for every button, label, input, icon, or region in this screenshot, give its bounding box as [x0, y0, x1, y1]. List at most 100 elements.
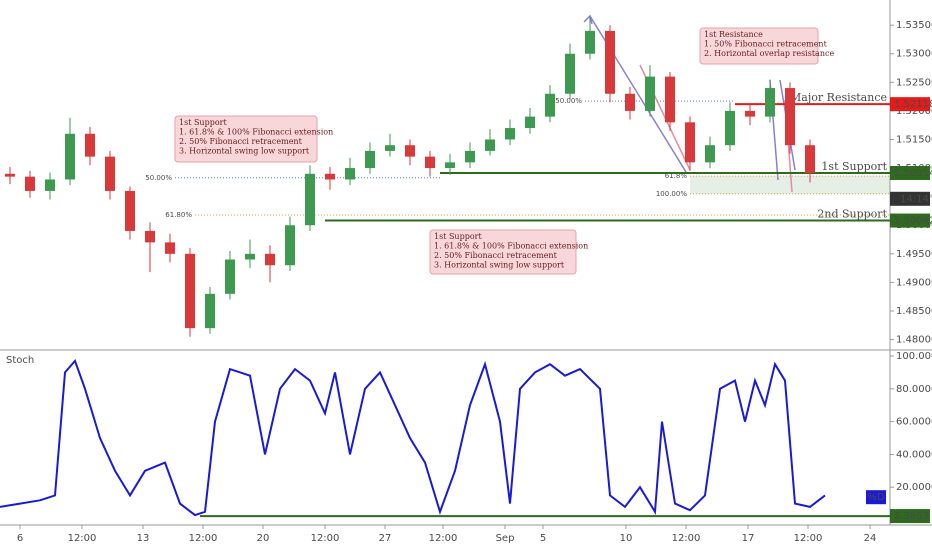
- fib-label: 50.00%: [145, 174, 172, 182]
- candle-body: [325, 173, 335, 180]
- candle-body: [265, 253, 275, 266]
- annotation-text: 3. Horizontal swing low support: [179, 147, 310, 156]
- x-tick-label: 12:00: [68, 533, 97, 544]
- annotation-text: 1. 61.8% & 100% Fibonacci extension: [179, 128, 333, 137]
- candle-body: [745, 110, 755, 117]
- x-tick-label: 10: [620, 533, 633, 544]
- candle-body: [725, 110, 735, 146]
- annotation-text: 1st Resistance: [704, 30, 763, 39]
- price-tag-label: 1.50082: [894, 216, 932, 227]
- stoch-line: [0, 358, 826, 517]
- x-tick-label: 12:00: [429, 533, 458, 544]
- price-tag: [890, 213, 930, 228]
- support-zone: [690, 176, 890, 194]
- fib-label: 61.80%: [165, 211, 192, 219]
- y-tick-label: 20.0000: [896, 482, 932, 493]
- annotation-text: 1st Support: [179, 118, 227, 127]
- y-tick-label: 1.51500: [896, 134, 932, 145]
- candle-body: [805, 145, 815, 174]
- countdown: 14:14: [900, 194, 929, 205]
- annotation-text: 1. 50% Fibonacci retracement: [704, 40, 828, 49]
- candle-body: [145, 230, 155, 243]
- annotation-box: [174, 115, 318, 163]
- candle-body: [125, 190, 135, 231]
- x-tick-label: 24: [864, 533, 877, 544]
- candle-body: [425, 156, 435, 169]
- y-tick-label: 1.48000: [896, 335, 932, 346]
- candle-body: [765, 88, 775, 117]
- candle-body: [85, 133, 95, 157]
- y-tick-label: 1.53000: [896, 49, 932, 60]
- annotation-box: [429, 229, 577, 275]
- y-tick-label: 1.48500: [896, 306, 932, 317]
- candle-body: [705, 145, 715, 163]
- annotation-text: 2. 50% Fibonacci retracement: [434, 251, 558, 260]
- candle-body: [605, 30, 615, 94]
- candle-body: [585, 30, 595, 54]
- candle-body: [245, 253, 255, 260]
- candle-body: [345, 168, 355, 180]
- candle-body: [285, 225, 295, 266]
- y-tick-label: 1.53500: [896, 20, 932, 31]
- candle-body: [185, 253, 195, 329]
- candle-body: [225, 259, 235, 294]
- legend-label: %D: [867, 492, 885, 503]
- candle-body: [525, 116, 535, 129]
- fib-label: 50.00%: [555, 97, 582, 105]
- x-tick-label: 12:00: [311, 533, 340, 544]
- candle-body: [5, 173, 15, 177]
- candle-body: [785, 88, 795, 146]
- panel-title: Stoch: [6, 355, 34, 366]
- annotation-text: 1. 61.8% & 100% Fibonacci extension: [434, 242, 588, 251]
- candle-body: [405, 145, 415, 157]
- candle-body: [685, 122, 695, 163]
- candle-body: [45, 179, 55, 191]
- level-tag-label: 2.3853: [894, 511, 929, 522]
- y-tick-label: 60.0000: [896, 417, 932, 428]
- candle-body: [365, 150, 375, 169]
- candle-body: [25, 176, 35, 191]
- candle-body: [105, 156, 115, 191]
- x-tick-label: Sep: [496, 533, 515, 544]
- x-tick-label: 13: [137, 533, 150, 544]
- x-tick-label: 20: [257, 533, 270, 544]
- countdown-tag: [890, 191, 930, 206]
- annotation-text: 1st Support: [434, 232, 482, 241]
- candle-body: [305, 173, 315, 226]
- x-tick-label: 17: [742, 533, 755, 544]
- x-tick-label: 12:00: [794, 533, 823, 544]
- x-tick-label: 6: [17, 533, 23, 544]
- fib-label: 61.8%: [665, 172, 688, 180]
- y-tick-label: 1.52500: [896, 77, 932, 88]
- annotation-text: 2. 50% Fibonacci retracement: [179, 137, 303, 146]
- y-tick-label: 100.0000: [896, 351, 932, 362]
- level-label: 1st Support: [821, 160, 887, 173]
- price-tag: [890, 97, 930, 112]
- y-tick-label: 1.52000: [896, 106, 932, 117]
- candle-body: [445, 162, 455, 169]
- candle-body: [205, 293, 215, 329]
- level-tag: [890, 509, 930, 524]
- annotation-box: [699, 27, 819, 65]
- candle-body: [165, 242, 175, 254]
- candle-body: [565, 53, 575, 94]
- candle-body: [665, 76, 675, 123]
- x-tick-label: 27: [379, 533, 392, 544]
- x-tick-label: 12:00: [672, 533, 701, 544]
- y-tick-label: 1.49500: [896, 249, 932, 260]
- candle-body: [485, 139, 495, 151]
- y-tick-label: 80.0000: [896, 384, 932, 395]
- price-tag-label: 1.52118: [894, 99, 932, 110]
- candle-body: [545, 93, 555, 117]
- candle-body: [465, 150, 475, 163]
- y-tick-label: 1.49000: [896, 277, 932, 288]
- price-tag: [890, 165, 930, 180]
- level-label: 2nd Support: [817, 208, 887, 221]
- candle-body: [385, 145, 395, 151]
- annotation-text: 3. Horizontal swing low support: [434, 261, 565, 270]
